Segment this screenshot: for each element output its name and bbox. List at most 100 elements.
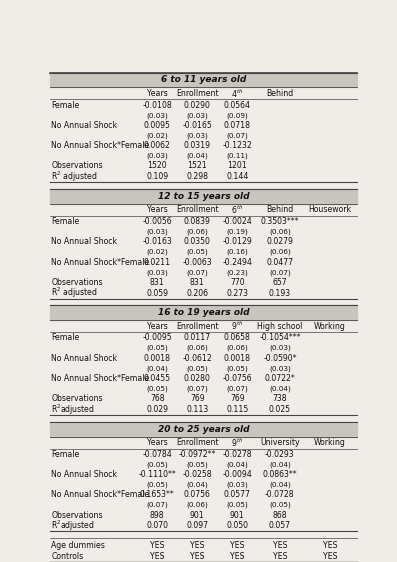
Text: 657: 657 bbox=[273, 278, 287, 287]
Text: (0.11): (0.11) bbox=[226, 153, 248, 159]
Text: 0.144: 0.144 bbox=[226, 172, 249, 181]
Text: Working: Working bbox=[314, 321, 346, 330]
Text: YES: YES bbox=[323, 541, 337, 550]
Text: Working: Working bbox=[314, 438, 346, 447]
Text: -0.0756: -0.0756 bbox=[222, 374, 252, 383]
Text: -0.1110**: -0.1110** bbox=[139, 470, 176, 479]
Text: YES: YES bbox=[323, 552, 337, 561]
Text: Years: Years bbox=[147, 89, 168, 98]
Text: No Annual Shock*Female: No Annual Shock*Female bbox=[52, 491, 150, 500]
Text: YES: YES bbox=[190, 541, 204, 550]
Text: 0.0658: 0.0658 bbox=[224, 333, 251, 342]
Text: (0.03): (0.03) bbox=[187, 112, 208, 119]
Text: 0.0839: 0.0839 bbox=[184, 217, 211, 226]
Text: (0.06): (0.06) bbox=[269, 228, 291, 235]
Text: (0.04): (0.04) bbox=[226, 461, 248, 468]
Text: Female: Female bbox=[52, 217, 80, 226]
Text: Enrollment: Enrollment bbox=[176, 205, 219, 214]
Text: 0.025: 0.025 bbox=[269, 405, 291, 414]
Text: Female: Female bbox=[52, 333, 80, 342]
Text: (0.05): (0.05) bbox=[269, 502, 291, 509]
Text: (0.04): (0.04) bbox=[269, 461, 291, 468]
Text: 20 to 25 years old: 20 to 25 years old bbox=[158, 425, 249, 434]
Text: High school: High school bbox=[257, 321, 303, 330]
Text: 0.115: 0.115 bbox=[226, 405, 249, 414]
Text: (0.05): (0.05) bbox=[226, 365, 248, 371]
Text: (0.03): (0.03) bbox=[146, 112, 168, 119]
Text: (0.02): (0.02) bbox=[146, 249, 168, 255]
Text: Age dummies: Age dummies bbox=[52, 541, 105, 550]
Text: 0.0455: 0.0455 bbox=[144, 374, 171, 383]
Text: YES: YES bbox=[150, 552, 165, 561]
Text: 4$^{th}$: 4$^{th}$ bbox=[231, 87, 243, 99]
Text: 0.0211: 0.0211 bbox=[144, 257, 171, 267]
Text: (0.04): (0.04) bbox=[187, 482, 208, 488]
Text: -0.0972**: -0.0972** bbox=[179, 450, 216, 459]
Text: Enrollment: Enrollment bbox=[176, 89, 219, 98]
Text: 0.0095: 0.0095 bbox=[144, 121, 171, 130]
Text: R$^2$ adjusted: R$^2$ adjusted bbox=[52, 170, 98, 184]
Text: (0.06): (0.06) bbox=[226, 345, 248, 351]
Text: -0.1232: -0.1232 bbox=[222, 141, 252, 150]
Text: YES: YES bbox=[230, 552, 245, 561]
Text: (0.05): (0.05) bbox=[187, 461, 208, 468]
Text: (0.07): (0.07) bbox=[146, 502, 168, 509]
Text: Observations: Observations bbox=[52, 394, 103, 403]
Text: 9$^{th}$: 9$^{th}$ bbox=[231, 437, 243, 449]
Text: 0.0577: 0.0577 bbox=[224, 491, 251, 500]
Text: (0.04): (0.04) bbox=[269, 482, 291, 488]
Text: (0.05): (0.05) bbox=[146, 461, 168, 468]
Text: (0.06): (0.06) bbox=[187, 502, 208, 509]
Text: No Annual Shock*Female: No Annual Shock*Female bbox=[52, 257, 150, 267]
Text: -0.0094: -0.0094 bbox=[222, 470, 252, 479]
Text: (0.06): (0.06) bbox=[269, 249, 291, 255]
Text: 6$^{th}$: 6$^{th}$ bbox=[231, 203, 243, 216]
Text: 0.059: 0.059 bbox=[146, 289, 168, 298]
Text: 0.0477: 0.0477 bbox=[266, 257, 293, 267]
Text: 0.193: 0.193 bbox=[269, 289, 291, 298]
Text: Female: Female bbox=[52, 450, 80, 459]
Text: (0.03): (0.03) bbox=[269, 365, 291, 371]
Bar bbox=[50, 72, 357, 87]
Text: (0.07): (0.07) bbox=[187, 386, 208, 392]
Text: -0.0728: -0.0728 bbox=[265, 491, 295, 500]
Text: R$^2$adjusted: R$^2$adjusted bbox=[52, 519, 95, 533]
Text: Controls: Controls bbox=[52, 552, 84, 561]
Text: Female: Female bbox=[52, 101, 80, 110]
Text: 0.206: 0.206 bbox=[186, 289, 208, 298]
Text: R$^2$ adjusted: R$^2$ adjusted bbox=[52, 286, 98, 300]
Text: -0.0163: -0.0163 bbox=[143, 237, 172, 246]
Text: -0.0095: -0.0095 bbox=[143, 333, 172, 342]
Text: No Annual Shock: No Annual Shock bbox=[52, 121, 118, 130]
Text: (0.06): (0.06) bbox=[187, 345, 208, 351]
Text: -0.0024: -0.0024 bbox=[222, 217, 252, 226]
Text: 0.0319: 0.0319 bbox=[184, 141, 211, 150]
Text: R$^2$adjusted: R$^2$adjusted bbox=[52, 402, 95, 416]
Text: Behind: Behind bbox=[266, 89, 293, 98]
Text: -0.0108: -0.0108 bbox=[143, 101, 172, 110]
Text: 0.3503***: 0.3503*** bbox=[261, 217, 299, 226]
Text: 0.113: 0.113 bbox=[186, 405, 208, 414]
Text: No Annual Shock*Female: No Annual Shock*Female bbox=[52, 374, 150, 383]
Text: 0.0718: 0.0718 bbox=[224, 121, 251, 130]
Text: 1521: 1521 bbox=[187, 161, 207, 170]
Bar bbox=[50, 306, 357, 320]
Text: 738: 738 bbox=[273, 394, 287, 403]
Text: 768: 768 bbox=[150, 394, 165, 403]
Text: YES: YES bbox=[273, 541, 287, 550]
Text: (0.03): (0.03) bbox=[146, 269, 168, 275]
Text: (0.04): (0.04) bbox=[146, 365, 168, 371]
Text: YES: YES bbox=[190, 552, 204, 561]
Text: 769: 769 bbox=[190, 394, 204, 403]
Text: 0.070: 0.070 bbox=[146, 522, 168, 531]
Text: 0.273: 0.273 bbox=[226, 289, 248, 298]
Text: Observations: Observations bbox=[52, 161, 103, 170]
Text: 0.097: 0.097 bbox=[186, 522, 208, 531]
Text: 1201: 1201 bbox=[227, 161, 247, 170]
Text: 0.029: 0.029 bbox=[146, 405, 168, 414]
Text: 0.0062: 0.0062 bbox=[144, 141, 171, 150]
Text: 831: 831 bbox=[190, 278, 205, 287]
Text: 0.0018: 0.0018 bbox=[144, 353, 171, 362]
Text: Observations: Observations bbox=[52, 278, 103, 287]
Text: 0.057: 0.057 bbox=[269, 522, 291, 531]
